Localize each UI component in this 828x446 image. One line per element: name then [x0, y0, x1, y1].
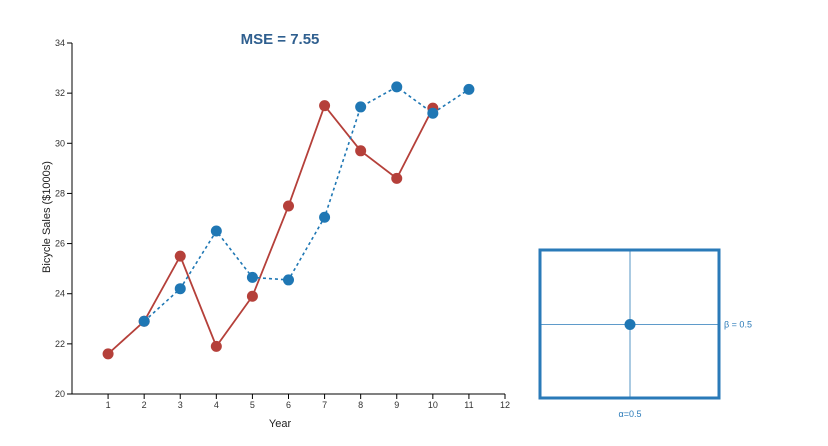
y-tick-label: 22: [55, 339, 65, 349]
series-1-point: [174, 250, 186, 262]
x-tick-label: 1: [106, 400, 111, 410]
x-tick-label: 3: [178, 400, 183, 410]
series-2-point: [246, 271, 258, 283]
series-line-1: [107, 103, 434, 355]
x-tick-label: 2: [142, 400, 147, 410]
x-tick-label: 11: [464, 400, 473, 410]
x-tick-label: 9: [394, 400, 399, 410]
series-line-2: [143, 85, 470, 322]
series-2-point: [391, 81, 403, 93]
series-1-point: [210, 340, 222, 352]
series-1-point: [283, 200, 294, 212]
beta-label: β = 0.5: [724, 320, 752, 330]
series-1-point: [319, 100, 331, 112]
x-tick-label: 8: [358, 400, 363, 410]
series-1-point: [391, 172, 403, 184]
alpha-label: α=0.5: [619, 409, 642, 419]
x-tick-label: 5: [250, 400, 255, 410]
y-tick-label: 24: [55, 289, 65, 299]
x-tick-label: 12: [500, 400, 510, 410]
series-layer: [102, 81, 475, 360]
y-tick-label: 28: [55, 188, 65, 198]
parameter-handle[interactable]: [624, 319, 636, 330]
series-2-point: [210, 225, 222, 237]
chart-title: MSE = 7.55: [241, 31, 320, 48]
parameter-selector[interactable]: β = 0.5 α=0.5: [538, 248, 752, 419]
x-tick-label: 7: [322, 400, 327, 410]
y-tick-label: 34: [55, 38, 65, 48]
y-tick-label: 30: [55, 138, 65, 148]
series-2-point: [319, 211, 331, 223]
series-1-point: [355, 145, 367, 157]
series-2-point: [283, 274, 294, 286]
y-tick-label: 32: [55, 88, 65, 98]
x-tick-label: 6: [286, 400, 291, 410]
series-2-point: [463, 83, 475, 95]
y-tick-label: 20: [55, 389, 65, 399]
series-2-point: [355, 101, 367, 113]
y-tick-label: 26: [55, 239, 65, 249]
series-1-point: [246, 290, 258, 302]
series-1-point: [102, 348, 114, 360]
series-2-point: [174, 283, 186, 295]
series-2-point: [138, 315, 150, 327]
x-axis-title: Year: [269, 418, 292, 430]
y-axis-title: Bicycle Sales ($1000s): [41, 161, 53, 273]
x-tick-label: 4: [214, 400, 219, 410]
series-2-point: [427, 107, 439, 119]
x-tick-label: 10: [428, 400, 438, 410]
